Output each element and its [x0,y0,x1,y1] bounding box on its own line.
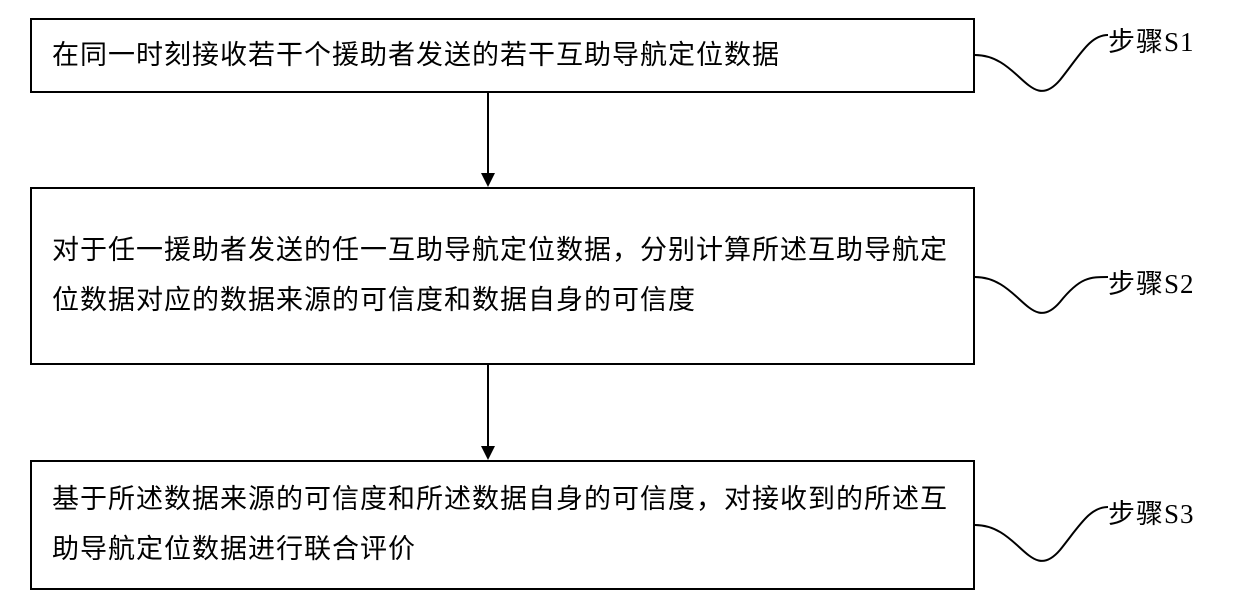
step-label-s1: 步骤S1 [1108,20,1195,59]
step-label-s3: 步骤S3 [1108,492,1195,531]
step-label-s2: 步骤S2 [1108,262,1195,301]
connector-s3 [0,0,1240,612]
